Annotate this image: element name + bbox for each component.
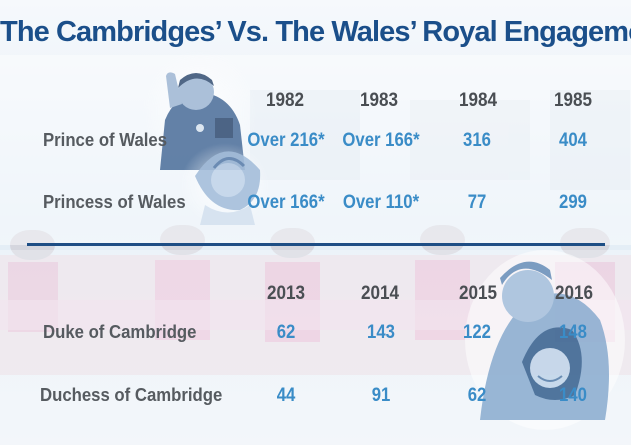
row-label-duchess-of-cambridge: Duchess of Cambridge bbox=[40, 385, 223, 405]
table-cell: 148 bbox=[559, 322, 587, 343]
william-kate-photo bbox=[465, 250, 625, 430]
year-header: 2016 bbox=[554, 283, 594, 304]
year-header: 1982 bbox=[265, 90, 305, 111]
table-cell: Over 216* bbox=[247, 130, 325, 151]
table-cell: 299 bbox=[559, 192, 587, 213]
year-header: 2015 bbox=[458, 283, 498, 304]
year-header: 1984 bbox=[458, 90, 498, 111]
table-cell: 62 bbox=[276, 322, 296, 343]
background-top-shapes bbox=[250, 90, 630, 190]
table-cell: 316 bbox=[463, 130, 491, 151]
table-cell: Over 110* bbox=[342, 192, 420, 213]
table-cell: Over 166* bbox=[247, 192, 325, 213]
section-divider bbox=[27, 243, 605, 246]
year-header: 2013 bbox=[266, 283, 306, 304]
row-label-duke-of-cambridge: Duke of Cambridge bbox=[43, 322, 197, 342]
row-label-princess-of-wales: Princess of Wales bbox=[43, 192, 186, 212]
table-cell: 122 bbox=[463, 322, 491, 343]
year-header: 2014 bbox=[360, 283, 400, 304]
year-header: 1983 bbox=[359, 90, 399, 111]
princess-diana-photo bbox=[180, 143, 270, 227]
year-header: 1985 bbox=[553, 90, 593, 111]
table-cell: 404 bbox=[559, 130, 587, 151]
table-cell: 91 bbox=[371, 385, 391, 406]
table-cell: 62 bbox=[467, 385, 487, 406]
row-label-prince-of-wales: Prince of Wales bbox=[43, 130, 168, 150]
table-cell: 44 bbox=[276, 385, 296, 406]
table-cell: Over 166* bbox=[342, 130, 420, 151]
table-cell: 77 bbox=[467, 192, 487, 213]
chart-title: The Cambridges’ Vs. The Wales’ Royal Eng… bbox=[0, 16, 631, 48]
table-cell: 143 bbox=[367, 322, 395, 343]
table-cell: 140 bbox=[559, 385, 587, 406]
